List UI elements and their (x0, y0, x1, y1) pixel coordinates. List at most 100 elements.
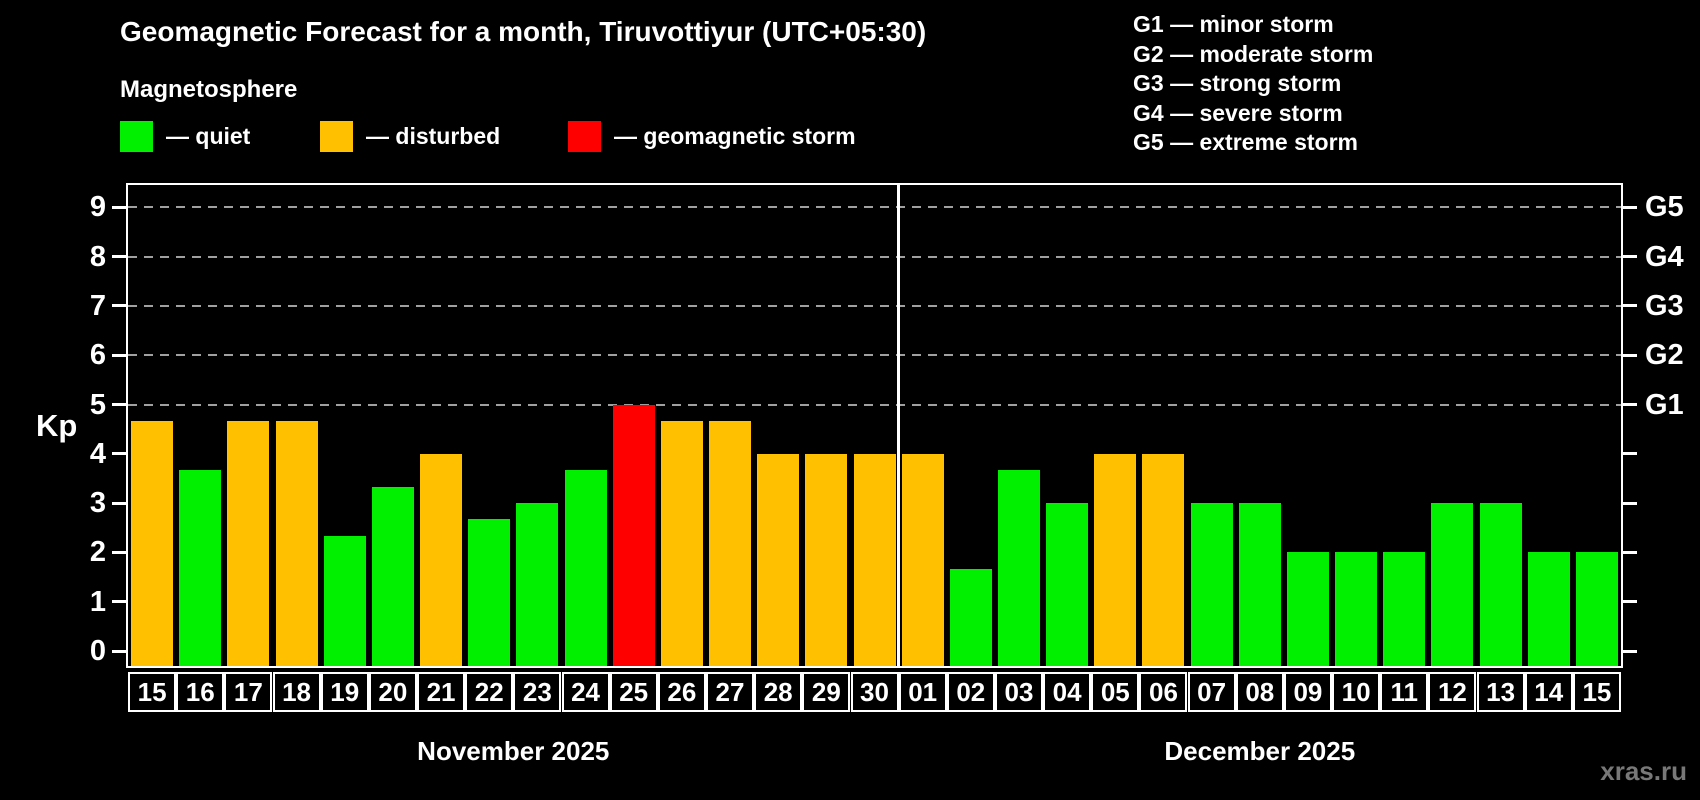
kp-bar-28 (757, 453, 800, 666)
kp-bar-03 (997, 470, 1040, 666)
kp-bar-22 (468, 519, 511, 666)
right-tick-4 (1623, 452, 1637, 456)
kp-bar-21 (420, 453, 463, 666)
date-cell: 24 (561, 672, 610, 712)
date-cell: 09 (1283, 672, 1332, 712)
g-scale-line: G3 — strong storm (1133, 70, 1342, 96)
left-tick-1 (112, 600, 126, 604)
date-cell: 29 (802, 672, 851, 712)
right-tick-6 (1623, 353, 1637, 357)
left-tick-0 (112, 649, 126, 653)
kp-bar-10 (1335, 552, 1378, 666)
kp-bar-18 (275, 420, 318, 666)
y-tick-label-4: 4 (89, 437, 106, 470)
date-cell: 11 (1380, 672, 1429, 712)
g-level-label-G2: G2 (1645, 339, 1684, 372)
g-level-label-G1: G1 (1645, 388, 1684, 421)
gridline-kp7 (128, 304, 1621, 307)
date-cell: 28 (754, 672, 803, 712)
kp-bar-30 (853, 453, 896, 666)
date-cell: 27 (706, 672, 755, 712)
kp-bar-23 (516, 503, 559, 666)
date-cell: 26 (657, 672, 706, 712)
kp-bar-02 (949, 568, 992, 666)
date-cell: 12 (1428, 672, 1477, 712)
right-tick-7 (1623, 304, 1637, 308)
date-cell: 17 (224, 672, 273, 712)
left-tick-4 (112, 452, 126, 456)
kp-bar-15 (131, 420, 174, 666)
kp-bar-09 (1286, 552, 1329, 666)
disturbed-swatch (320, 121, 353, 152)
kp-bar-16 (179, 470, 222, 666)
kp-bar-20 (371, 486, 414, 666)
right-tick-0 (1623, 649, 1637, 653)
kp-bar-13 (1479, 503, 1522, 666)
date-cell: 01 (898, 672, 947, 712)
quiet-swatch (120, 121, 153, 152)
legend-label: — geomagnetic storm (614, 123, 856, 149)
y-tick-label-3: 3 (89, 487, 106, 520)
right-tick-8 (1623, 255, 1637, 259)
month-label: December 2025 (1164, 736, 1356, 766)
y-tick-label-9: 9 (89, 191, 106, 224)
g-level-label-G4: G4 (1645, 240, 1684, 273)
kp-bar-05 (1094, 453, 1137, 666)
kp-bar-24 (564, 470, 607, 666)
date-cell: 18 (272, 672, 321, 712)
legend-item-quiet: — quiet (120, 121, 250, 152)
right-tick-2 (1623, 550, 1637, 554)
left-tick-2 (112, 550, 126, 554)
date-cell: 04 (1043, 672, 1092, 712)
date-cell: 16 (176, 672, 225, 712)
date-cell: 05 (1091, 672, 1140, 712)
left-tick-9 (112, 205, 126, 209)
g-scale-line: G4 — severe storm (1133, 99, 1343, 126)
right-tick-3 (1623, 501, 1637, 505)
y-tick-label-7: 7 (89, 289, 106, 322)
left-tick-5 (112, 403, 126, 406)
chart-title: Geomagnetic Forecast for a month, Tiruvo… (120, 16, 927, 47)
left-tick-7 (112, 304, 126, 308)
month-divider (897, 185, 901, 666)
left-tick-8 (112, 255, 126, 259)
g-level-label-G3: G3 (1645, 289, 1684, 322)
chart-subtitle: Magnetosphere (120, 76, 298, 103)
legend-label: — disturbed (366, 123, 501, 149)
gridline-kp9 (128, 206, 1621, 209)
kp-bar-07 (1190, 503, 1233, 666)
kp-bar-11 (1383, 552, 1426, 666)
month-label: November 2025 (417, 736, 610, 766)
date-cell: 30 (850, 672, 899, 712)
gridline-kp6 (128, 354, 1621, 357)
plot-area (126, 183, 1623, 668)
plot-inner (128, 185, 1621, 666)
storm-swatch (568, 121, 601, 152)
y-tick-label-0: 0 (89, 635, 106, 667)
kp-bar-26 (660, 420, 703, 666)
y-axis-label: Kp (36, 408, 78, 443)
right-tick-5 (1623, 403, 1637, 406)
gridline-kp5 (128, 403, 1621, 406)
y-tick-label-1: 1 (89, 585, 106, 618)
right-tick-1 (1623, 600, 1637, 604)
date-cell: 14 (1524, 672, 1573, 712)
date-cell: 06 (1139, 672, 1188, 712)
kp-bar-19 (323, 536, 366, 666)
right-tick-9 (1623, 205, 1637, 209)
legend-item-storm: — geomagnetic storm (568, 121, 856, 152)
kp-bar-27 (709, 420, 752, 666)
date-cell: 25 (609, 672, 658, 712)
date-cell: 15 (1572, 672, 1621, 712)
date-cell: 02 (946, 672, 995, 712)
date-cell: 22 (465, 672, 514, 712)
kp-bar-01 (901, 453, 944, 666)
date-cell: 10 (1332, 672, 1381, 712)
legend-item-disturbed: — disturbed (320, 121, 500, 152)
g-scale-line: G1 — minor storm (1133, 11, 1334, 37)
date-cell: 19 (320, 672, 369, 712)
kp-bar-12 (1431, 503, 1474, 666)
kp-bar-29 (805, 453, 848, 666)
g-scale-line: G5 — extreme storm (1133, 129, 1358, 155)
